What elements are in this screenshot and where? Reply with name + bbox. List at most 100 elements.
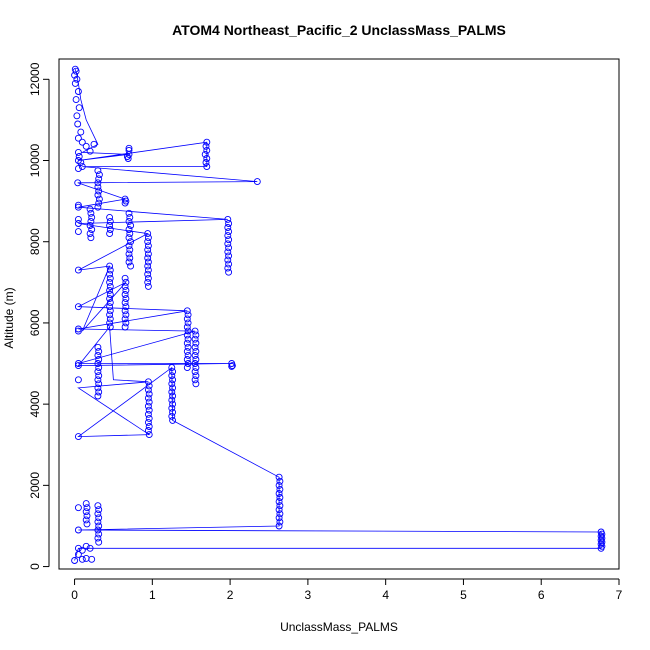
data-point xyxy=(78,138,86,146)
data-point xyxy=(125,250,133,258)
data-point xyxy=(74,360,82,367)
data-point xyxy=(145,431,153,439)
data-point xyxy=(183,315,191,323)
data-point xyxy=(125,258,133,266)
y-tick-label: 8000 xyxy=(28,228,42,255)
data-point xyxy=(106,278,114,286)
data-point xyxy=(95,187,103,195)
data-point xyxy=(228,362,236,370)
y-tick-label: 12000 xyxy=(28,62,42,96)
data-point xyxy=(74,266,82,274)
data-point xyxy=(144,238,152,246)
data-point xyxy=(94,510,102,518)
data-point xyxy=(95,195,103,203)
y-tick-label: 0 xyxy=(28,563,42,570)
data-point xyxy=(184,319,192,327)
data-point xyxy=(144,250,152,258)
data-point xyxy=(145,406,153,414)
data-point xyxy=(86,147,94,155)
data-point xyxy=(106,323,114,331)
data-point xyxy=(74,504,82,512)
data-point xyxy=(106,230,114,238)
series-line xyxy=(74,69,602,561)
data-point xyxy=(87,234,95,242)
data-point xyxy=(106,315,114,323)
data-point xyxy=(74,362,82,370)
data-point xyxy=(106,303,114,311)
data-point xyxy=(95,514,103,522)
data-point xyxy=(125,146,133,154)
x-tick-label: 6 xyxy=(538,588,545,602)
data-point xyxy=(125,150,133,158)
data-point xyxy=(95,347,103,355)
data-point xyxy=(94,526,102,534)
data-point xyxy=(126,230,134,238)
data-point xyxy=(74,120,82,128)
data-point xyxy=(75,104,83,112)
data-point xyxy=(183,356,191,363)
data-point xyxy=(169,384,177,392)
data-point xyxy=(144,282,152,290)
data-point xyxy=(74,157,82,164)
data-point xyxy=(122,303,130,311)
data-point xyxy=(184,343,192,351)
data-point xyxy=(87,217,95,225)
data-point xyxy=(125,209,133,217)
data-point xyxy=(168,380,176,388)
data-point xyxy=(121,323,129,331)
y-tick-label: 2000 xyxy=(28,472,42,499)
data-point xyxy=(191,343,199,351)
data-point xyxy=(82,542,90,550)
data-point xyxy=(225,244,233,252)
data-point xyxy=(192,347,200,355)
data-point xyxy=(225,260,233,268)
data-point xyxy=(225,228,233,236)
data-point xyxy=(94,368,102,376)
data-point xyxy=(144,274,152,282)
data-point xyxy=(71,79,79,87)
data-point xyxy=(106,282,114,290)
data-point xyxy=(121,282,129,290)
data-point xyxy=(94,203,102,211)
data-point xyxy=(168,412,176,420)
data-point xyxy=(191,351,199,359)
data-point xyxy=(184,351,192,359)
data-point xyxy=(276,502,284,510)
data-point xyxy=(78,555,86,563)
data-point xyxy=(183,347,191,355)
data-point xyxy=(74,220,82,227)
data-point xyxy=(95,522,103,530)
data-point xyxy=(126,213,134,221)
data-point xyxy=(74,327,82,335)
data-point xyxy=(86,544,94,552)
data-point xyxy=(145,382,153,390)
data-point xyxy=(82,142,90,150)
data-point xyxy=(597,544,605,552)
data-point xyxy=(73,75,81,83)
data-point xyxy=(224,232,232,240)
data-point xyxy=(121,291,129,298)
data-point xyxy=(90,140,98,148)
data-point xyxy=(192,364,200,372)
data-point xyxy=(145,423,153,430)
data-point xyxy=(228,362,236,370)
data-point xyxy=(144,258,152,266)
data-point xyxy=(106,274,114,282)
data-point xyxy=(224,256,232,264)
data-point xyxy=(183,331,191,339)
y-tick-label: 10000 xyxy=(28,144,42,178)
data-point xyxy=(144,378,152,386)
data-point xyxy=(95,380,103,388)
data-point xyxy=(144,394,152,402)
data-point xyxy=(168,396,176,404)
data-point xyxy=(126,254,134,262)
data-point xyxy=(191,368,199,376)
data-point xyxy=(94,376,102,384)
data-point xyxy=(225,220,233,227)
data-point xyxy=(145,398,153,406)
data-point xyxy=(184,335,192,343)
data-point xyxy=(121,299,129,307)
data-point xyxy=(144,266,152,274)
data-point xyxy=(224,248,232,256)
data-point xyxy=(82,516,90,524)
